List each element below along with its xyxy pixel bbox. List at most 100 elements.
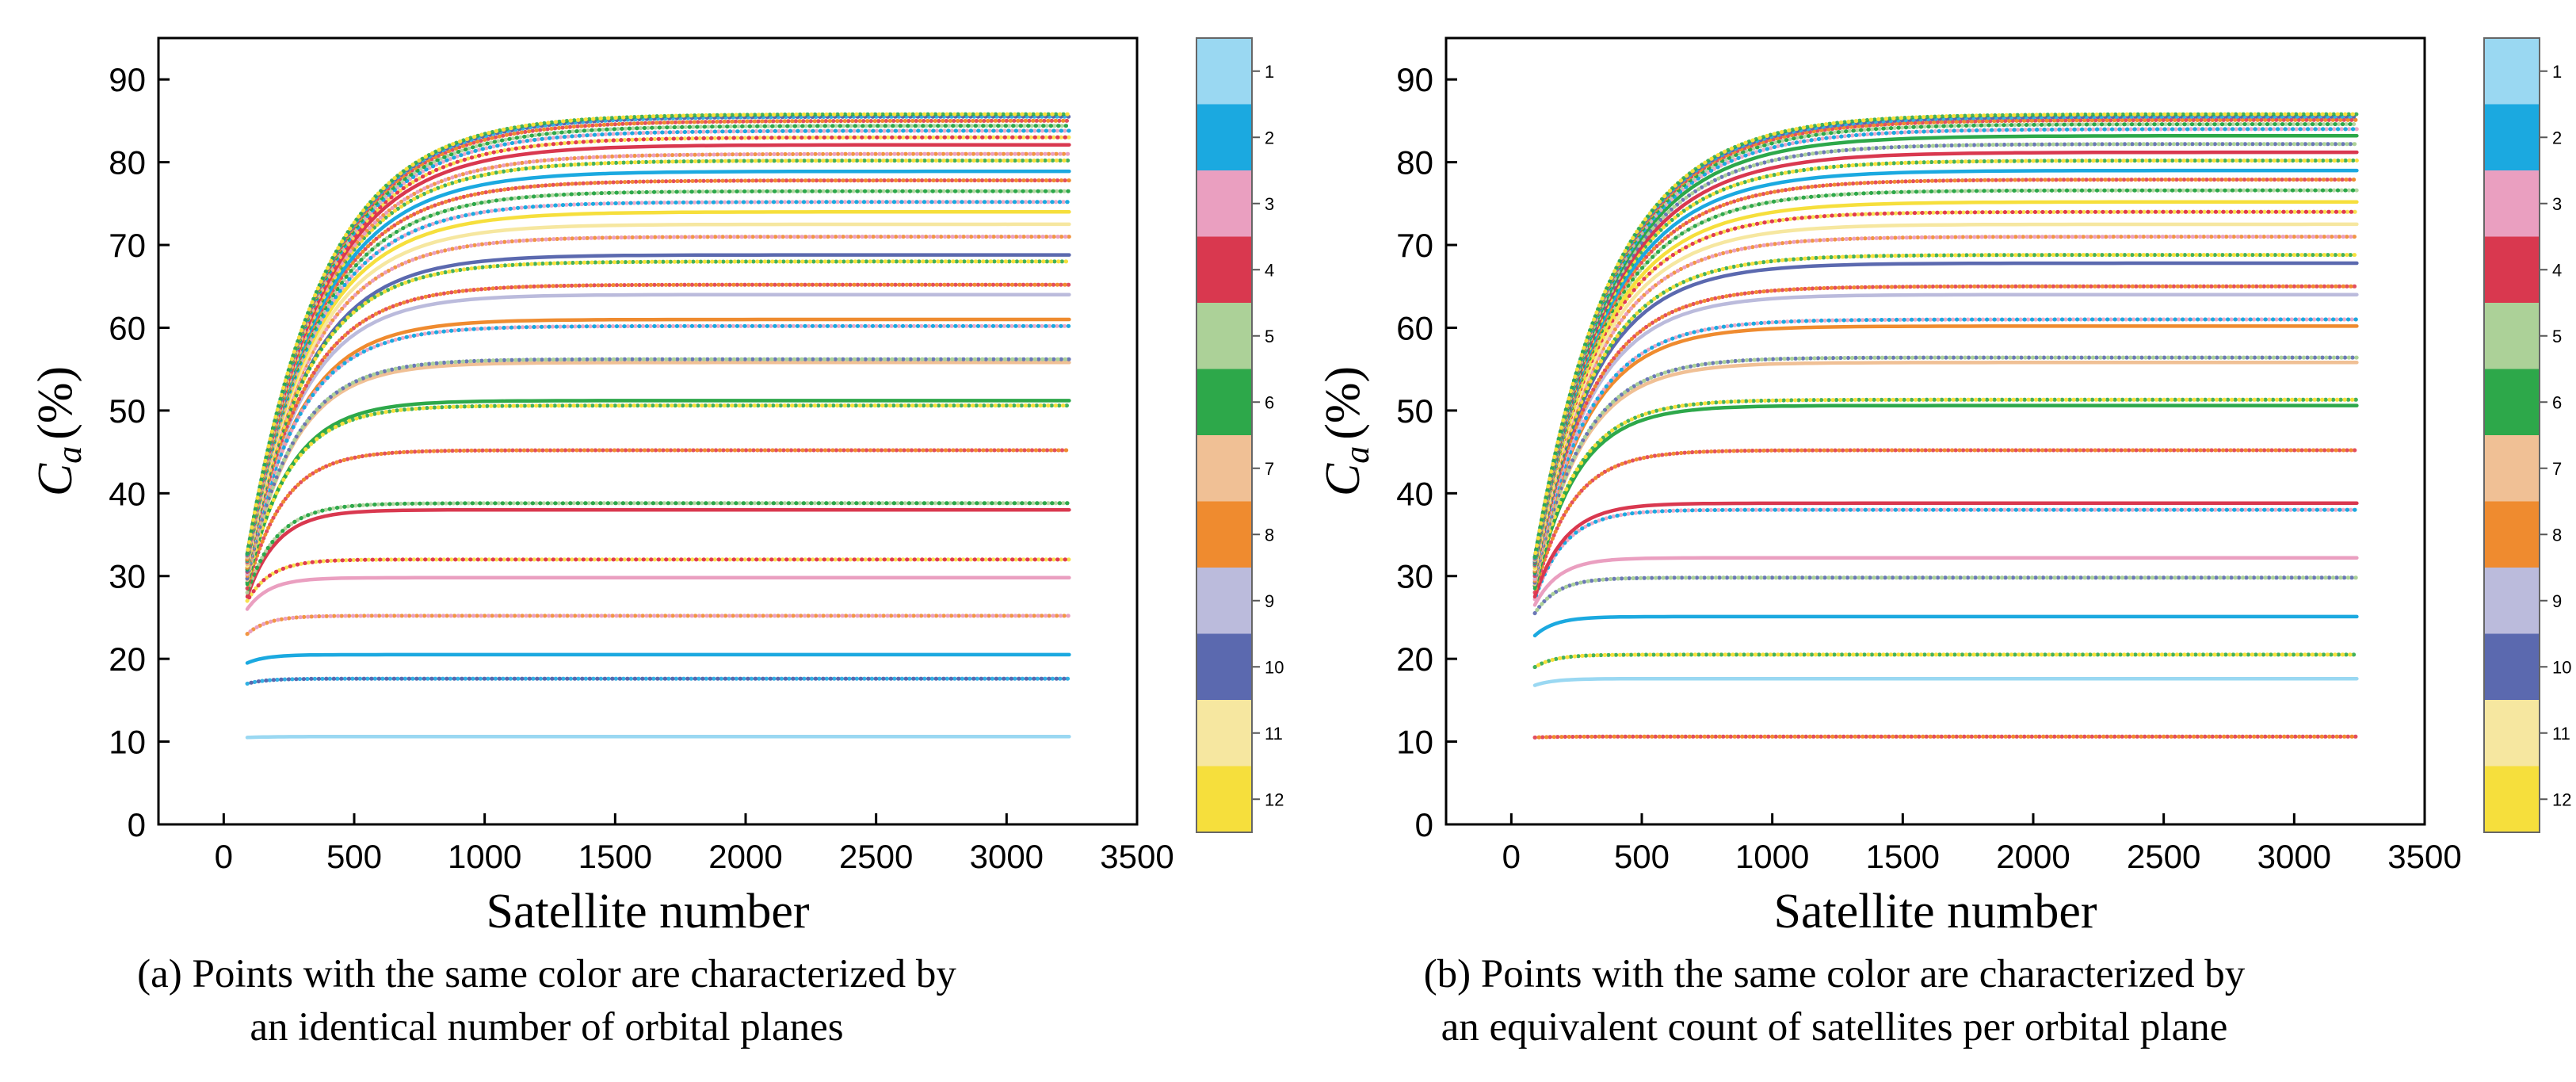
chart-a-series-dots-23 xyxy=(245,200,1071,566)
chart-b-y-tick-label: 50 xyxy=(1396,392,1433,430)
chart-b-colorbar-label-5: 5 xyxy=(2552,327,2562,346)
chart-a-series-line-6 xyxy=(245,557,1071,603)
chart-b-colorbar-swatch-11 xyxy=(2484,700,2540,767)
chart-b-colorbar-swatch-2 xyxy=(2484,104,2540,170)
chart-a-colorbar-swatch-5 xyxy=(1196,303,1252,369)
chart-a-y-tick-label: 80 xyxy=(109,144,146,182)
chart-b-colorbar-label-10: 10 xyxy=(2552,657,2571,677)
chart-b-y-tick-label: 0 xyxy=(1415,806,1433,843)
chart-b-series-line-6 xyxy=(1532,556,2359,607)
chart-b-series-line-19 xyxy=(1532,253,2359,575)
chart-b-colorbar-swatch-4 xyxy=(2484,236,2540,303)
chart-b-svg: 0 500 1000 1500 2000 2500 3000 3500 0 10 20 30 40 50 6… xyxy=(1316,36,2571,1050)
chart-a-caption-line-1: (a) Points with the same color are chara… xyxy=(137,952,956,996)
chart-b-series-line-9 xyxy=(1532,448,2359,595)
chart-b-y-label-main: C xyxy=(1316,463,1370,496)
chart-b-colorbar-frame xyxy=(2483,37,2540,833)
chart-a-y-tick-label: 0 xyxy=(128,806,146,843)
chart-b-colorbar-label-1: 1 xyxy=(2552,62,2562,82)
chart-b-colorbar-label-7: 7 xyxy=(2552,459,2562,479)
chart-a-x-tick-label: 1000 xyxy=(448,838,521,875)
chart-b-series-line-21 xyxy=(1532,222,2359,572)
chart-a-y-tick-label: 30 xyxy=(109,558,146,595)
chart-a-y-axis-label: Ca (%) xyxy=(29,366,89,496)
chart-b-series-dots-31 xyxy=(1532,127,2359,563)
chart-a-plot-frame xyxy=(157,36,1139,826)
chart-a-colorbar-swatch-11 xyxy=(1196,700,1252,767)
chart-a-colorbar-swatch-6 xyxy=(1196,369,1252,435)
chart-b-series-dots-11 xyxy=(1532,397,2359,588)
chart-b-series-dots-5 xyxy=(1532,575,2359,616)
chart-a-series-dots-8 xyxy=(245,501,1071,595)
chart-a-colorbar-swatch-9 xyxy=(1196,568,1252,634)
chart-b-plot-frame xyxy=(1444,36,2426,826)
chart-a-y-tick-label: 50 xyxy=(109,392,146,430)
chart-b-colorbar-label-6: 6 xyxy=(2552,392,2562,412)
chart-a-colorbar-label-3: 3 xyxy=(1265,194,1274,214)
chart-a-y-tick-label: 40 xyxy=(109,475,146,512)
chart-a-series-dots-31 xyxy=(245,128,1071,560)
chart-a-y-tick-label: 60 xyxy=(109,309,146,346)
chart-a-colorbar-swatch-12 xyxy=(1196,766,1252,832)
chart-b-x-tick-label: 2000 xyxy=(1996,838,2070,875)
chart-b-colorbar-label-9: 9 xyxy=(2552,591,2562,611)
chart-a-y-axis-label-text: Ca (%) xyxy=(29,366,89,496)
chart-a-series-line-7 xyxy=(245,507,1071,599)
chart-b-x-tick-label: 3000 xyxy=(2257,838,2331,875)
chart-a-series-line-13 xyxy=(245,357,1071,581)
chart-a-series-line-33 xyxy=(245,118,1071,558)
chart-b-series-dots-35 xyxy=(1532,112,2359,560)
chart-a-y-tick-label: 10 xyxy=(109,724,146,761)
chart-a-series-dots-19 xyxy=(245,259,1071,572)
chart-b-series-dots-15 xyxy=(1532,317,2359,582)
chart-a-series-line-5 xyxy=(245,575,1071,611)
chart-b-series-dots-34 xyxy=(1532,114,2359,560)
chart-b-y-label-sub: a xyxy=(1338,446,1376,464)
chart-b-series-line-7 xyxy=(1532,507,2359,602)
chart-b-series-line-33 xyxy=(1532,117,2359,561)
chart-a-series-line-17 xyxy=(245,282,1071,574)
chart-a-colorbar-label-12: 12 xyxy=(1265,790,1284,809)
chart-a-colorbar-swatch-7 xyxy=(1196,435,1252,502)
chart-b-caption-line-1: (b) Points with the same color are chara… xyxy=(1424,952,2246,996)
chart-a-y-label-sub: a xyxy=(50,446,89,464)
chart-b-colorbar-label-2: 2 xyxy=(2552,128,2562,147)
chart-b-series-dots-1 xyxy=(1532,734,2359,740)
chart-b-y-tick-label: 70 xyxy=(1396,227,1433,264)
chart-a-x-tick-label: 500 xyxy=(326,838,382,875)
chart-a-svg: 0 500 1000 1500 2000 2500 3000 3500 0 10 20 30 40 50 6… xyxy=(29,36,1284,1050)
chart-b-colorbar-label-8: 8 xyxy=(2552,525,2562,545)
chart-b-y-label-unit: (%) xyxy=(1316,366,1370,440)
chart-a-colorbar-label-8: 8 xyxy=(1265,525,1274,545)
chart-a-x-tick-label: 2500 xyxy=(839,838,913,875)
chart-a-series-line-10 xyxy=(245,399,1071,587)
chart-a-series-dots-35 xyxy=(245,112,1071,556)
chart-b-series-dots-7 xyxy=(1532,507,2359,602)
chart-a-series-line-27 xyxy=(245,159,1071,563)
chart-a-x-axis-label: Satellite number xyxy=(486,885,809,939)
chart-b-colorbar-swatch-3 xyxy=(2484,170,2540,237)
chart-b-series-dots-22 xyxy=(1532,209,2359,570)
chart-a-series-dots-20 xyxy=(245,235,1071,570)
chart-b-series-dots-13 xyxy=(1532,355,2359,585)
chart-a-series-dots-13 xyxy=(245,357,1071,581)
chart-a-colorbar-label-10: 10 xyxy=(1265,657,1284,677)
chart-b-colorbar-swatch-6 xyxy=(2484,369,2540,435)
chart-b-series-line-4 xyxy=(1532,614,2359,638)
chart-b-y-axis-label: Ca (%) xyxy=(1316,366,1376,496)
chart-b-x-tick-label: 0 xyxy=(1502,838,1521,875)
chart-a-series-line-1 xyxy=(245,735,1071,740)
chart-b-series-dots-33 xyxy=(1532,117,2359,561)
chart-b-series-line-18 xyxy=(1532,261,2359,576)
chart-a-series-line-3 xyxy=(245,652,1071,665)
chart-b-colorbar-swatch-8 xyxy=(2484,501,2540,568)
chart-a-x-tick-label: 0 xyxy=(215,838,233,875)
chart-a-series-dots-4 xyxy=(245,614,1071,637)
chart-a-colorbar-swatch-8 xyxy=(1196,501,1252,568)
chart-a-colorbar-swatch-4 xyxy=(1196,236,1252,303)
chart-b-series-line-16 xyxy=(1532,292,2359,580)
chart-b-series-line-24 xyxy=(1532,188,2359,568)
chart-a-series-group xyxy=(245,112,1071,740)
chart-a-series-line-8 xyxy=(245,501,1071,595)
